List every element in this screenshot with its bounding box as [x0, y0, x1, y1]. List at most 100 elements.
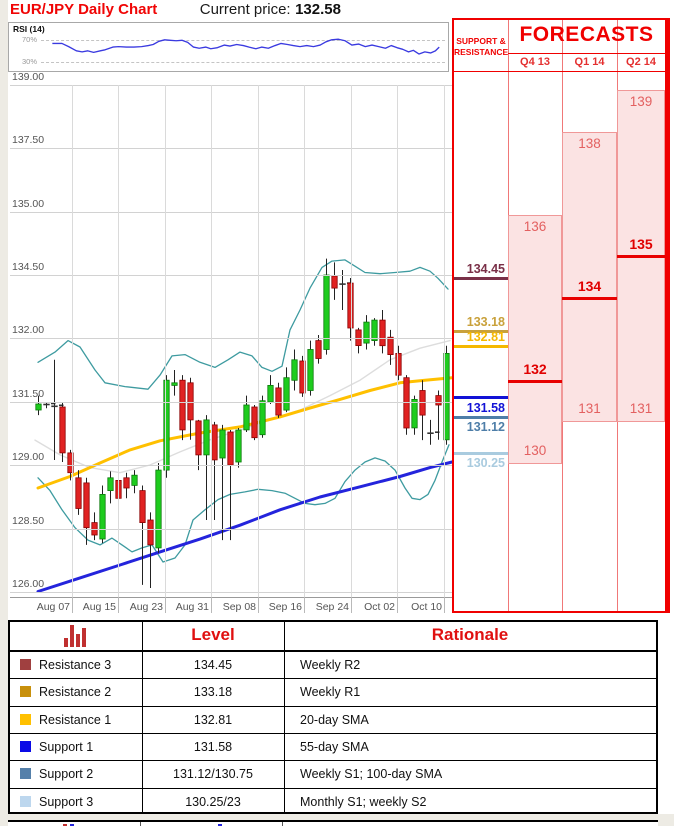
support-resistance-header: SUPPORT & RESISTANCE	[454, 36, 509, 57]
row-divider	[10, 760, 656, 762]
x-axis-tick	[397, 597, 398, 613]
level-line	[454, 396, 508, 400]
table-row-label-cell: Support 2	[20, 761, 140, 787]
level-label: 130.25	[466, 456, 505, 471]
y-axis-label: 131.50	[12, 388, 45, 400]
row-divider	[454, 71, 665, 72]
level-value-cell: 131.12/130.75	[173, 767, 253, 782]
level-line	[454, 345, 508, 349]
x-axis-label: Aug 07	[36, 601, 70, 613]
x-axis-tick	[304, 597, 305, 613]
forecast-central-label: 132	[523, 360, 547, 377]
rsi-line-plot	[52, 38, 440, 55]
level-name: Resistance 2	[39, 685, 112, 700]
forecast-low-label: 131	[578, 401, 601, 416]
grid-hline	[10, 85, 452, 86]
row-divider	[10, 732, 656, 734]
rationale-cell: Weekly R1	[300, 685, 361, 700]
forecast-low-label: 130	[523, 442, 547, 458]
level-name: Resistance 1	[39, 712, 112, 727]
forecast-quarter-label: Q1 14	[574, 56, 605, 68]
rsi-panel: RSI (14) 70% 30%	[8, 22, 449, 72]
rationale-cell: Weekly R2	[300, 658, 361, 672]
grid-vline	[351, 85, 352, 597]
legend-color-square	[20, 686, 31, 698]
grid-vline	[118, 85, 119, 597]
x-axis-label: Oct 10	[411, 601, 442, 613]
forecast-central-line	[508, 379, 562, 383]
legend-color-square	[20, 740, 31, 752]
level-name: Support 3	[39, 794, 94, 809]
level-value-cell: 132.81	[193, 712, 233, 727]
level-line	[454, 330, 508, 334]
x-axis-tick	[444, 597, 445, 613]
grid-hline	[10, 148, 452, 149]
level-label: 131.58	[466, 400, 505, 415]
legend-color-square	[20, 713, 31, 725]
forecast-central-label: 135	[629, 236, 653, 252]
grid-hline	[10, 402, 452, 403]
x-axis-label: Sep 24	[315, 601, 349, 613]
forecast-range-box	[508, 214, 562, 464]
level-line	[454, 277, 508, 281]
current-price-value: 132.58	[295, 1, 341, 18]
grid-vline	[258, 85, 259, 597]
x-axis-label: Aug 31	[175, 601, 209, 613]
x-axis-tick	[165, 597, 166, 613]
forecast-high-label: 136	[523, 218, 547, 234]
legend-color-square	[20, 795, 31, 807]
rsi-label: RSI (14)	[13, 24, 45, 34]
table-corner-cell	[10, 622, 142, 650]
rsi-70-label: 70%	[21, 35, 37, 44]
bar-chart-icon	[64, 625, 86, 647]
row-divider	[10, 678, 656, 680]
x-axis-label: Aug 15	[82, 601, 116, 613]
grid-vline	[211, 85, 212, 597]
legend-color-square	[20, 768, 31, 780]
level-value-cell: 134.45	[193, 658, 233, 672]
forecasts-title: FORECASTS	[519, 23, 654, 46]
grid-vline	[444, 85, 445, 597]
level-name: Support 1	[39, 739, 94, 754]
y-axis-label: 137.50	[12, 134, 45, 146]
row-divider	[508, 53, 665, 54]
rsi-30-label: 30%	[21, 57, 37, 66]
rationale-cell: Weekly S1; 100-day SMA	[300, 767, 443, 782]
rationale-cell: 20-day SMA	[300, 712, 369, 727]
level-value-cell: 133.18	[193, 685, 233, 700]
forecast-high-label: 138	[578, 135, 601, 151]
level-value-cell: 131.58	[193, 739, 233, 754]
grid-hline	[10, 212, 452, 213]
current-price-label: Current price:	[199, 1, 291, 18]
x-axis-label: Sep 08	[222, 601, 256, 613]
forecast-range-box	[562, 131, 617, 422]
page-margin	[0, 0, 8, 826]
x-axis-line	[10, 597, 452, 598]
level-name: Resistance 3	[39, 658, 112, 672]
forecast-quarter-label: Q2 14	[626, 56, 656, 68]
y-axis-label: 132.00	[12, 324, 45, 336]
x-axis-tick	[258, 597, 259, 613]
grid-vline	[72, 85, 73, 597]
levels-table: Level Rationale Resistance 3 134.45 Weekly…	[8, 620, 658, 814]
level-column-header: Level	[191, 625, 235, 644]
x-axis-label: Sep 16	[268, 601, 302, 613]
level-label: 132.81	[466, 329, 505, 344]
forecast-central-line	[617, 255, 665, 258]
forecast-low-label: 131	[629, 401, 653, 416]
y-axis-label: 139.00	[12, 71, 45, 83]
forecast-table: SUPPORT & RESISTANCE FORECASTS Q4 13 136 1…	[452, 18, 670, 613]
level-label: 133.18	[466, 314, 505, 329]
y-axis-label: 134.50	[12, 261, 45, 273]
level-line	[454, 451, 508, 455]
rsi-70-line	[41, 40, 445, 41]
level-label: 134.45	[466, 261, 505, 276]
table-divider	[142, 622, 143, 812]
grid-hline	[10, 529, 452, 530]
grid-vline	[397, 85, 398, 597]
table-row-label-cell: Resistance 3	[20, 652, 140, 678]
legend-color-square	[20, 659, 31, 670]
x-axis-tick	[351, 597, 352, 613]
grid-vline	[304, 85, 305, 597]
